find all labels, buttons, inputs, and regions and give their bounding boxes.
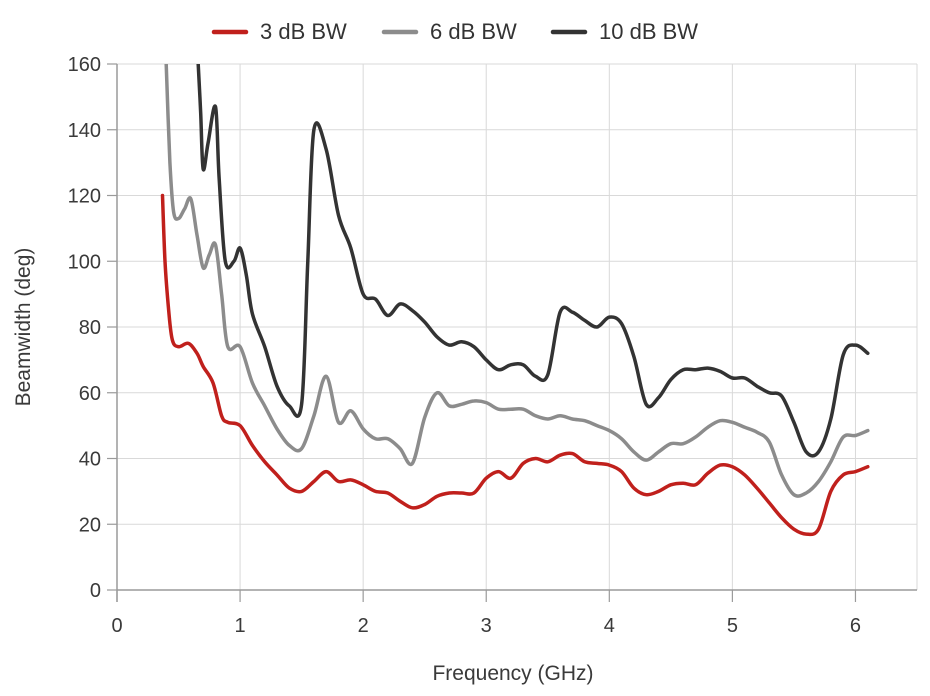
legend-label-10-db-bw: 10 dB BW — [599, 19, 698, 44]
x-axis-label: Frequency (GHz) — [432, 662, 593, 685]
y-axis-label: Beamwidth (deg) — [12, 248, 35, 407]
y-tick-label-20: 20 — [79, 514, 101, 536]
y-axis-ticks: 0 20 40 60 80 100 120 140 160 — [68, 54, 117, 602]
x-axis-ticks: 01234567 — [111, 590, 861, 637]
legend-label-6-db-bw: 6 dB BW — [430, 19, 517, 44]
x-tick-label-1: 1 — [235, 615, 246, 637]
series-line-3-db-bw — [160, 193, 870, 537]
y-tick-label-0: 0 — [90, 580, 101, 602]
y-tick-label-120: 120 — [68, 186, 101, 208]
legend: 3 dB BW 6 dB BW 10 dB BW — [211, 19, 698, 44]
x-tick-label-6: 6 — [850, 615, 861, 637]
legend-label-3-db-bw: 3 dB BW — [260, 19, 347, 44]
y-tick-label-160: 160 — [68, 54, 101, 76]
y-tick-label-40: 40 — [79, 449, 101, 471]
y-tick-label-140: 140 — [68, 120, 101, 142]
series-lines — [160, 64, 870, 537]
y-tick-label-80: 80 — [79, 317, 101, 339]
x-tick-label-4: 4 — [604, 615, 615, 637]
x-tick-label-5: 5 — [727, 615, 738, 637]
x-tick-label-3: 3 — [481, 615, 492, 637]
y-tick-label-60: 60 — [79, 383, 101, 405]
series-line-6-db-bw — [164, 64, 870, 498]
y-tick-label-100: 100 — [68, 251, 101, 273]
x-tick-label-2: 2 — [358, 615, 369, 637]
x-tick-label-0: 0 — [111, 615, 122, 637]
horizontal-gridlines — [117, 63, 917, 525]
series-line-10-db-bw — [196, 64, 870, 458]
